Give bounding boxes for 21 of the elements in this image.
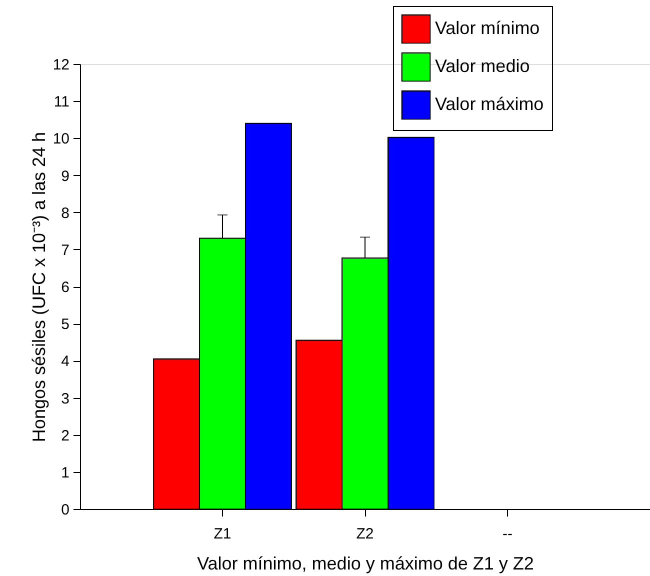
y-tick-label: 11 (54, 94, 70, 111)
x-tick-label: Z1 (214, 526, 232, 542)
legend-label: Valor mínimo (435, 18, 540, 38)
y-tick-label: 8 (61, 204, 70, 222)
y-tick-label: 4 (61, 353, 70, 370)
y-tick-label: 1 (61, 464, 70, 482)
y-tick-label: 12 (52, 56, 70, 74)
y-tick-label: 7 (61, 242, 70, 259)
y-tick-label: 10 (52, 130, 70, 148)
y-tick-label: 0 (61, 502, 70, 518)
y-tick-label: 6 (61, 279, 70, 296)
legend-label: Valor máximo (435, 94, 544, 114)
y-tick-label: 3 (61, 390, 70, 408)
legend-label: Valor medio (435, 56, 530, 76)
x-tick-label: Z2 (356, 526, 374, 542)
y-tick-label: 2 (61, 427, 70, 444)
x-tick-label: -- (502, 526, 512, 542)
y-tick-label: 9 (61, 168, 70, 185)
y-tick-label: 5 (61, 316, 70, 334)
x-axis-title: Valor mínimo, medio y máximo de Z1 y Z2 (197, 554, 534, 574)
y-axis-title: Hongos sésiles (UFC x 10⁻³) a las 24 h (28, 132, 49, 442)
